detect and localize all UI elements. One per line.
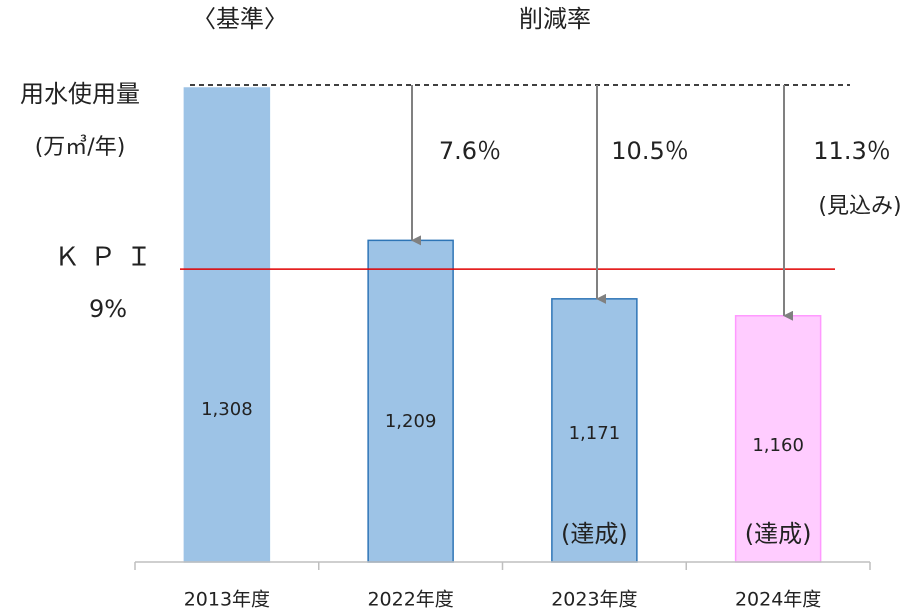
bar	[183, 87, 271, 563]
value-label: 1,308	[201, 399, 253, 420]
x-tick-label: 2024年度	[735, 589, 821, 611]
y-label: (万㎥/年)	[35, 134, 126, 160]
status-note: (達成)	[561, 520, 628, 548]
bar	[734, 315, 822, 563]
kpi-label: 9%	[89, 295, 127, 323]
reduction-label: 7.6％	[439, 137, 501, 165]
y-label: 用水使用量	[20, 80, 140, 108]
bar	[367, 239, 454, 563]
reduction-label: 10.5％	[611, 137, 688, 165]
status-note: (達成)	[745, 520, 812, 548]
bar	[551, 298, 638, 563]
base-label: 〈基準〉	[192, 5, 288, 33]
kpi-name: ＫＰＩ	[54, 243, 162, 273]
reduction-title: 削減率	[519, 5, 591, 33]
x-tick-label: 2022年度	[367, 589, 453, 611]
x-tick-label: 2023年度	[551, 589, 637, 611]
value-label: 1,209	[385, 411, 437, 432]
reduction-label: 11.3％	[813, 137, 890, 165]
x-tick-label: 2013年度	[184, 589, 270, 611]
value-label: 1,171	[569, 423, 621, 444]
reduction-note: (見込み)	[818, 194, 901, 219]
value-label: 1,160	[752, 435, 804, 456]
